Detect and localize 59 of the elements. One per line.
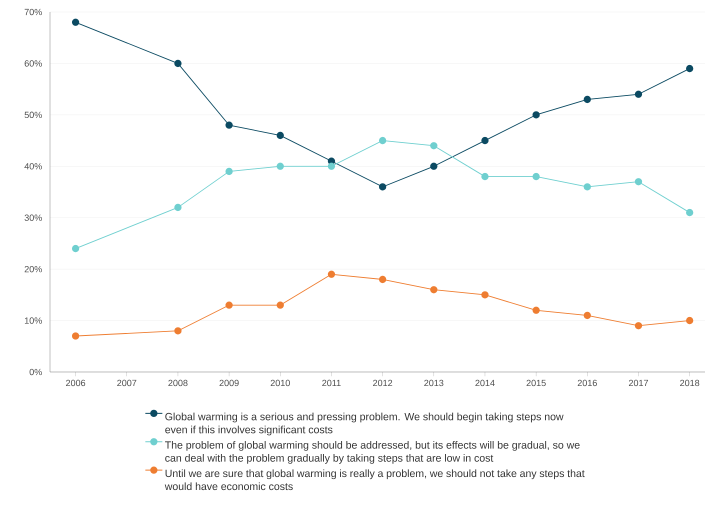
legend-label: Until we are sure that global warming is really a problem, we should not take any steps that would have economic costs <box>164 469 585 490</box>
point <box>430 142 438 150</box>
point <box>532 306 540 314</box>
point <box>328 162 336 170</box>
point <box>225 168 233 176</box>
point <box>634 322 642 330</box>
x-tick-label: 2016 <box>578 380 597 386</box>
point <box>174 327 182 334</box>
point <box>584 312 591 320</box>
x-tick-label: 2007 <box>117 380 136 386</box>
y-tick-label: 50% <box>24 112 42 118</box>
point <box>532 172 540 180</box>
x-tick-label: 2011 <box>322 380 341 386</box>
point <box>225 302 233 309</box>
y-tick-label: 60% <box>24 60 42 67</box>
point <box>634 178 642 186</box>
point <box>584 96 591 104</box>
point <box>276 302 284 309</box>
point <box>276 162 284 170</box>
y-tick-label: 0% <box>30 368 42 376</box>
point <box>481 291 489 298</box>
point <box>584 183 591 190</box>
point <box>686 64 694 72</box>
point <box>686 208 694 216</box>
y-tick-label: 70% <box>24 8 42 16</box>
legend-label: The problem of global warming should be addressed, but its effects will be gradual, so we can deal with the problem gradually by taking steps that are low in cost <box>165 441 580 464</box>
x-tick-label: 2014 <box>475 380 495 386</box>
x-tick-label: 2008 <box>168 380 188 386</box>
x-tick-label: 2018 <box>680 380 700 386</box>
point <box>328 270 336 278</box>
point <box>72 244 80 252</box>
point <box>378 183 386 190</box>
point <box>174 60 182 68</box>
x-tick-label: 2015 <box>526 380 546 386</box>
y-tick-label: 20% <box>24 266 42 272</box>
x-tick-label: 2012 <box>373 380 392 386</box>
point <box>634 90 642 98</box>
point <box>430 286 438 294</box>
point <box>532 111 540 118</box>
point <box>225 122 233 129</box>
point <box>481 136 489 144</box>
point <box>430 162 438 170</box>
point <box>174 204 182 212</box>
point <box>378 136 386 144</box>
point <box>378 276 386 284</box>
y-tick-label: 30% <box>24 214 42 221</box>
x-tick-label: 2017 <box>628 380 648 386</box>
point <box>72 332 80 340</box>
y-tick-label: 40% <box>24 163 42 170</box>
point <box>72 18 80 26</box>
point <box>276 132 284 140</box>
point <box>686 316 694 324</box>
point <box>481 172 489 180</box>
x-tick-label: 2013 <box>424 380 444 386</box>
x-tick-label: 2006 <box>66 380 86 386</box>
legend-label: Global warming is a serious and pressing problem. We should begin taking steps now even if this involves significant costs <box>165 412 564 436</box>
y-tick-label: 10% <box>24 317 42 324</box>
x-tick-label: 2010 <box>270 380 290 386</box>
x-tick-label: 2009 <box>220 380 239 386</box>
